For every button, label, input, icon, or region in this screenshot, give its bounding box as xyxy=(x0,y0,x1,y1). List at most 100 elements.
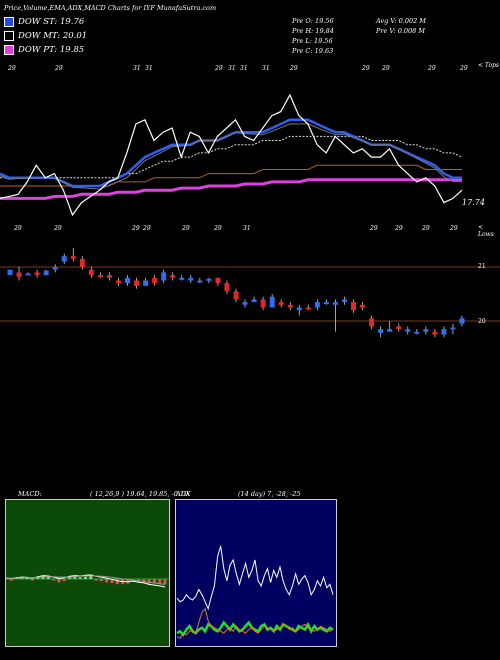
low-mark: 29 xyxy=(394,225,403,232)
top-mark: 31 xyxy=(145,65,153,72)
candle-body xyxy=(314,302,320,308)
ema-short-line xyxy=(0,123,463,190)
top-marks: 29 29 31 31 29 31 31 31 29 29 29 29 29 xyxy=(7,65,468,72)
top-mark: 29 xyxy=(289,65,298,72)
avg-volume: Avg V: 0.002 M xyxy=(376,17,426,25)
legend-dow-st: DOW ST: 19.76 xyxy=(4,17,84,27)
macd-bar xyxy=(163,579,167,585)
adx-chart xyxy=(175,499,337,647)
macd-chart xyxy=(5,499,170,647)
lows-label: < Lows xyxy=(478,224,494,238)
top-mark: 29 xyxy=(381,65,390,72)
adx-params: (14 day) 7, -28, -25 xyxy=(238,490,301,498)
top-mark: 31 xyxy=(240,65,248,72)
top-mark: 29 xyxy=(214,65,223,72)
legend-swatch-mt xyxy=(4,31,14,41)
macd-bar xyxy=(94,579,98,581)
candlestick-chart xyxy=(0,248,500,338)
top-mark: 29 xyxy=(7,65,16,72)
candle-body xyxy=(88,269,94,276)
low-mark: 29 xyxy=(181,225,190,232)
macd-bar xyxy=(142,579,146,583)
macd-bar xyxy=(89,576,93,579)
candle-body xyxy=(106,275,112,278)
candle-body xyxy=(396,326,402,330)
low-mark: 29 xyxy=(142,225,151,232)
candle-body xyxy=(260,299,266,308)
legend-swatch-st xyxy=(4,17,14,27)
low-mark: 29 xyxy=(53,225,62,232)
macd-bar xyxy=(158,579,162,584)
candle-body xyxy=(323,302,329,305)
candle-body xyxy=(170,275,176,278)
legend-dow-mt: DOW MT: 20.01 xyxy=(4,31,87,41)
candle-body xyxy=(387,329,393,332)
adx-line xyxy=(176,545,334,611)
candle-body xyxy=(34,272,40,276)
legend-label-mt: DOW MT: 20.01 xyxy=(18,31,88,41)
low-marks: 29 29 29 29 29 29 31 29 29 29 29 xyxy=(13,225,458,232)
candle-body xyxy=(450,327,456,330)
low-mark: 31 xyxy=(243,225,251,232)
pre-open: Pre O: 19.56 xyxy=(292,17,334,25)
macd-bar xyxy=(57,579,61,583)
candle-body xyxy=(251,299,257,303)
macd-bar xyxy=(52,579,56,581)
candle-body xyxy=(224,283,230,292)
macd-bar xyxy=(73,576,77,579)
low-mark: 29 xyxy=(369,225,378,232)
candle-body xyxy=(341,299,347,303)
macd-background xyxy=(5,499,170,647)
low-mark: 29 xyxy=(213,225,222,232)
level-label-20: 20 xyxy=(478,318,486,325)
pre-volume: Pre V: 0.008 M xyxy=(376,27,426,35)
legend-swatch-pt xyxy=(4,45,14,55)
macd-bar xyxy=(31,579,34,581)
top-mark: 31 xyxy=(228,65,236,72)
macd-bar xyxy=(152,579,156,584)
macd-signal-line xyxy=(5,575,166,585)
candle-body xyxy=(7,269,13,276)
top-mark: 31 xyxy=(262,65,270,72)
pre-close: Pre C: 19.63 xyxy=(292,47,334,55)
macd-bar xyxy=(9,579,13,581)
pre-low: Pre L: 19.56 xyxy=(292,37,333,45)
candle-body xyxy=(296,307,302,311)
macd-bar xyxy=(105,579,109,583)
candle-body xyxy=(188,277,194,281)
macd-bar xyxy=(99,579,103,582)
macd-bar xyxy=(115,579,119,585)
candle-body xyxy=(269,296,275,308)
candle-body xyxy=(206,278,212,281)
top-mark: 29 xyxy=(361,65,370,72)
candle-body xyxy=(179,277,185,280)
macd-params: ( 12,26,9 ) 19.64, 19.85, -0.19 xyxy=(90,490,189,498)
candle-body xyxy=(97,275,103,278)
candle-body xyxy=(432,331,438,335)
candle-body xyxy=(52,267,58,270)
tops-label: < Tops xyxy=(478,62,500,69)
dow-pt-line xyxy=(0,178,462,200)
price-ema-chart: 29 29 31 31 29 31 31 31 29 29 29 29 29 29 29 29 29 29 29 3… xyxy=(0,65,468,232)
candle-body xyxy=(61,256,67,262)
candle-body xyxy=(16,272,22,277)
candle-body xyxy=(287,304,293,308)
candle-body xyxy=(378,329,384,333)
top-mark: 29 xyxy=(459,65,468,72)
candle-body xyxy=(115,280,121,284)
candle-body xyxy=(79,258,85,267)
low-mark: 29 xyxy=(421,225,430,232)
candle-body xyxy=(351,302,357,311)
ema-mid-line xyxy=(0,135,463,179)
chart-title: Price,Volume,EMA,ADX,MACD Charts for IYF… xyxy=(4,4,217,12)
candle-body xyxy=(215,277,221,284)
candle-body xyxy=(360,304,366,308)
pre-high: Pre H: 19.84 xyxy=(292,27,334,35)
candle-body xyxy=(459,318,465,324)
top-mark: 29 xyxy=(427,65,436,72)
candle-body xyxy=(441,329,447,335)
macd-bar xyxy=(110,579,114,583)
macd-bar xyxy=(68,576,72,579)
macd-label: MACD: xyxy=(18,490,42,498)
macd-bar xyxy=(46,576,50,579)
